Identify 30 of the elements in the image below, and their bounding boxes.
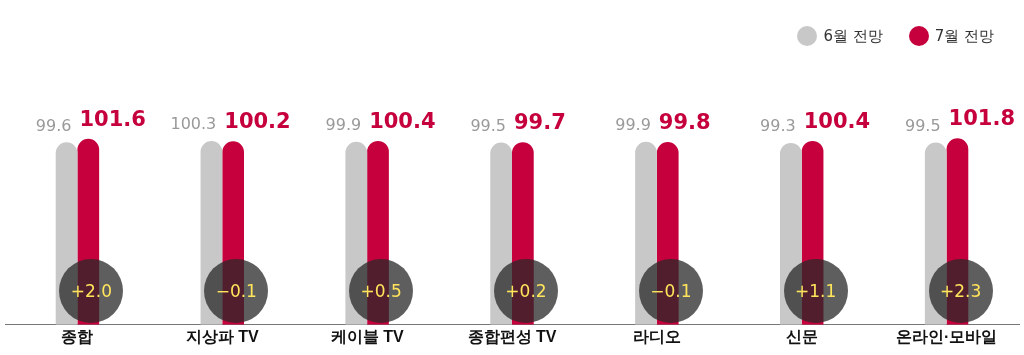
data-label: 100.3 [170,114,217,134]
data-label: 101.6 [79,106,146,131]
x-tick-label: 종합편성 TV [467,327,557,345]
annotation: +0.2 [504,279,548,302]
data-label: 100.2 [224,109,291,134]
data-label: 99.8 [658,109,711,134]
data-label: 99.9 [325,114,362,134]
annotation: +2.0 [69,279,114,302]
legend-label: 7월 전망 [934,26,994,46]
annotation: +1.1 [794,279,838,302]
x-tick-label: 신문 [785,327,818,345]
data-label: 99.6 [35,115,72,135]
data-label: 99.5 [470,115,506,135]
x-tick-label: 지상파 TV [185,327,260,345]
annotation: −0.1 [214,279,258,302]
data-label: 99.7 [514,110,566,135]
x-tick-label: 종합 [61,327,94,345]
annotation: +2.3 [938,279,983,302]
data-label: 101.8 [948,106,1016,131]
data-label: 100.4 [803,108,871,133]
data-label: 99.5 [904,115,941,135]
x-tick-label: 케이블 TV [330,327,404,345]
annotation: −0.1 [649,279,693,302]
annotation: +0.5 [359,279,403,302]
data-label: 100.4 [369,108,436,133]
x-tick-label: 온라인·모바일 [895,327,998,345]
x-tick-label: 라디오 [632,327,681,345]
data-label: 99.3 [760,116,796,136]
data-label: 99.9 [615,114,651,134]
legend-label: 6월 전망 [823,26,883,46]
